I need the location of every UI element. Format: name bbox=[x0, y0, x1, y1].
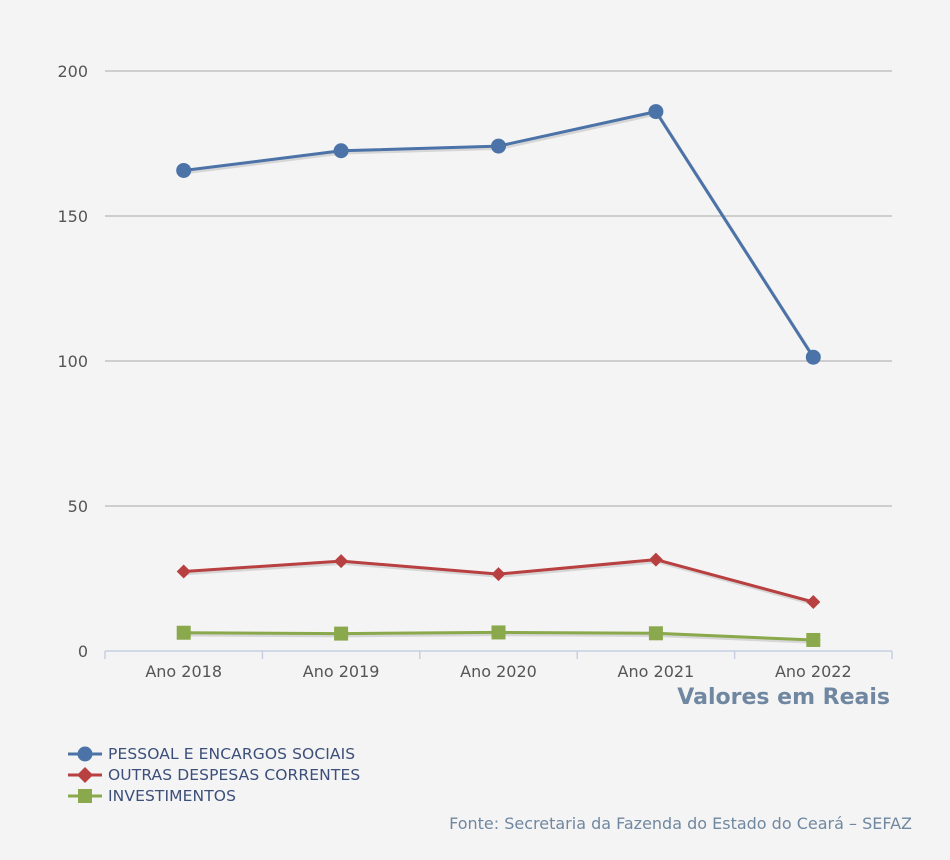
data-point[interactable] bbox=[176, 162, 192, 178]
legend-item-investimentos[interactable]: INVESTIMENTOS bbox=[68, 785, 360, 806]
data-point[interactable] bbox=[806, 594, 821, 609]
legend-label: OUTRAS DESPESAS CORRENTES bbox=[108, 765, 361, 784]
legend-label: INVESTIMENTOS bbox=[108, 786, 237, 805]
series-layer bbox=[176, 104, 821, 647]
y-tick-label: 150 bbox=[57, 207, 88, 226]
data-point[interactable] bbox=[176, 625, 191, 640]
x-tick-label: Ano 2020 bbox=[460, 662, 537, 681]
data-point[interactable] bbox=[648, 626, 663, 641]
series-1 bbox=[176, 552, 821, 609]
data-point[interactable] bbox=[806, 632, 821, 647]
y-tick-label: 0 bbox=[78, 642, 88, 661]
source-note: Fonte: Secretaria da Fazenda do Estado d… bbox=[449, 814, 912, 833]
data-point[interactable] bbox=[333, 143, 349, 159]
y-tick-label: 50 bbox=[68, 497, 88, 516]
data-point[interactable] bbox=[491, 567, 506, 582]
data-point[interactable] bbox=[334, 626, 349, 641]
series-line-shadow bbox=[185, 559, 816, 606]
x-tick-label: Ano 2021 bbox=[618, 662, 695, 681]
data-point[interactable] bbox=[334, 554, 349, 569]
data-point[interactable] bbox=[491, 625, 506, 640]
y-tick-label: 200 bbox=[57, 62, 88, 81]
legend-item-pessoal[interactable]: PESSOAL E ENCARGOS SOCIAIS bbox=[68, 743, 360, 764]
data-point[interactable] bbox=[648, 104, 664, 120]
legend-label: PESSOAL E ENCARGOS SOCIAIS bbox=[108, 744, 356, 763]
legend-marker-diamond-icon bbox=[68, 766, 102, 783]
legend-marker-square-icon bbox=[68, 788, 102, 803]
y-tick-label: 100 bbox=[57, 352, 88, 371]
x-tick-label: Ano 2022 bbox=[775, 662, 852, 681]
legend: PESSOAL E ENCARGOS SOCIAIS OUTRAS DESPES… bbox=[68, 743, 360, 806]
legend-marker-circle-icon bbox=[68, 746, 102, 761]
x-axis: Ano 2018 Ano 2019 Ano 2020 Ano 2021 Ano 2022 bbox=[104, 650, 893, 681]
data-point[interactable] bbox=[491, 138, 506, 154]
grid-lines: 0 50 100 150 200 bbox=[57, 62, 892, 661]
data-point[interactable] bbox=[648, 552, 663, 567]
x-axis-title: Valores em Reais bbox=[677, 685, 890, 710]
series-0 bbox=[176, 104, 821, 365]
data-point[interactable] bbox=[805, 349, 821, 365]
data-point[interactable] bbox=[176, 564, 191, 579]
series-2 bbox=[176, 625, 821, 647]
x-tick-label: Ano 2018 bbox=[145, 662, 222, 681]
x-tick-label: Ano 2019 bbox=[303, 662, 380, 681]
legend-item-outras-despesas[interactable]: OUTRAS DESPESAS CORRENTES bbox=[68, 764, 360, 785]
